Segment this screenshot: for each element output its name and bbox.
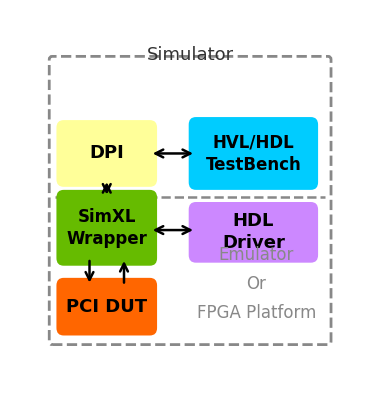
FancyBboxPatch shape bbox=[49, 56, 331, 345]
FancyBboxPatch shape bbox=[189, 117, 318, 190]
FancyBboxPatch shape bbox=[56, 120, 157, 187]
Text: HDL
Driver: HDL Driver bbox=[222, 212, 285, 253]
Text: HVL/HDL
TestBench: HVL/HDL TestBench bbox=[206, 133, 301, 174]
Text: Emulator
Or
FPGA Platform: Emulator Or FPGA Platform bbox=[197, 246, 316, 322]
FancyBboxPatch shape bbox=[189, 202, 318, 263]
Text: DPI: DPI bbox=[89, 145, 124, 162]
Text: PCI DUT: PCI DUT bbox=[66, 298, 147, 316]
Text: Simulator: Simulator bbox=[147, 46, 234, 64]
FancyBboxPatch shape bbox=[56, 190, 157, 266]
Text: SimXL
Wrapper: SimXL Wrapper bbox=[66, 208, 147, 248]
FancyBboxPatch shape bbox=[56, 278, 157, 336]
